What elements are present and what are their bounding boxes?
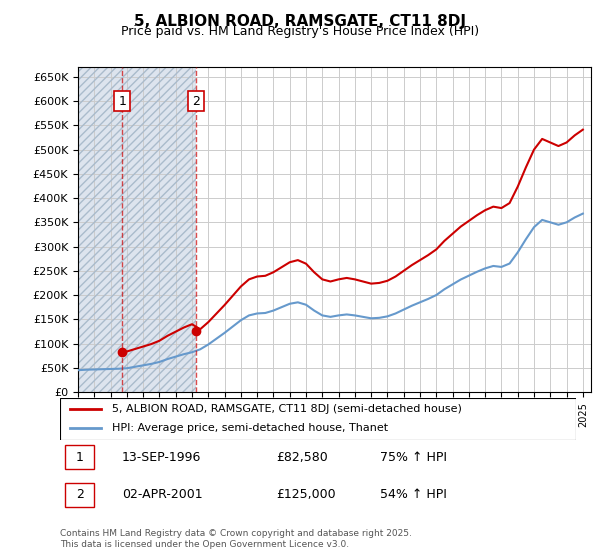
Bar bbox=[78, 67, 196, 392]
Bar bbox=[65, 445, 94, 469]
Text: 2: 2 bbox=[76, 488, 83, 501]
Text: 02-APR-2001: 02-APR-2001 bbox=[122, 488, 203, 501]
Text: 5, ALBION ROAD, RAMSGATE, CT11 8DJ: 5, ALBION ROAD, RAMSGATE, CT11 8DJ bbox=[134, 14, 466, 29]
Text: Contains HM Land Registry data © Crown copyright and database right 2025.
This d: Contains HM Land Registry data © Crown c… bbox=[60, 529, 412, 549]
Text: 1: 1 bbox=[118, 95, 126, 108]
Text: 13-SEP-1996: 13-SEP-1996 bbox=[122, 451, 201, 464]
Bar bbox=[65, 483, 94, 507]
Text: £125,000: £125,000 bbox=[277, 488, 337, 501]
Text: 5, ALBION ROAD, RAMSGATE, CT11 8DJ (semi-detached house): 5, ALBION ROAD, RAMSGATE, CT11 8DJ (semi… bbox=[112, 404, 461, 414]
Bar bbox=[78, 67, 196, 392]
Text: 2: 2 bbox=[192, 95, 200, 108]
Text: HPI: Average price, semi-detached house, Thanet: HPI: Average price, semi-detached house,… bbox=[112, 423, 388, 433]
Text: 54% ↑ HPI: 54% ↑ HPI bbox=[380, 488, 447, 501]
Text: 75% ↑ HPI: 75% ↑ HPI bbox=[380, 451, 447, 464]
Text: 1: 1 bbox=[76, 451, 83, 464]
Text: Price paid vs. HM Land Registry's House Price Index (HPI): Price paid vs. HM Land Registry's House … bbox=[121, 25, 479, 38]
Text: £82,580: £82,580 bbox=[277, 451, 328, 464]
